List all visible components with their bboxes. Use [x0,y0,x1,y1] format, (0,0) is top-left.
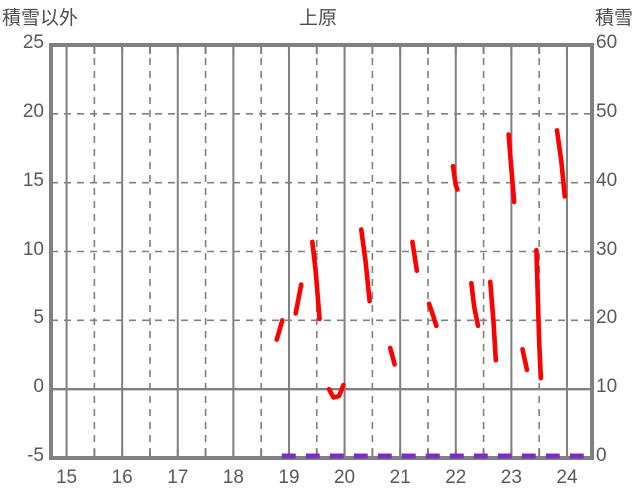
left-axis-tick-10: 10 [22,238,44,260]
left-axis-tick-15: 15 [22,169,44,191]
x-axis-tick-16: 16 [111,467,133,488]
plot-frame [49,43,594,460]
right-axis-tick-20: 20 [596,307,618,329]
x-axis-tick-21: 21 [389,467,411,488]
right-axis-tick-0: 0 [596,445,607,466]
left-axis-tick--5: -5 [27,445,44,466]
x-axis-tick-23: 23 [500,467,522,488]
left-axis-tick-25: 25 [22,32,44,53]
right-axis-tick-10: 10 [596,376,618,398]
right-axis-tick-40: 40 [596,169,618,191]
x-axis-tick-20: 20 [333,467,356,488]
chart-title: 上原 [298,8,337,29]
left-axis-tick-5: 5 [33,307,44,329]
x-axis-tick-15: 15 [55,467,78,488]
left-axis-title: 積雪以外 [2,8,79,29]
right-axis-tick-60: 60 [596,32,618,53]
x-axis-tick-17: 17 [167,467,189,488]
right-axis-tick-50: 50 [596,100,618,122]
gridlines [51,45,592,458]
x-axis-tick-24: 24 [556,467,578,488]
x-axis-tick-19: 19 [278,467,300,488]
series-non-snow [274,128,568,400]
right-axis-tick-30: 30 [596,238,618,260]
right-axis-title: 積雪 [594,8,633,29]
left-axis-tick-20: 20 [22,100,44,122]
left-axis-tick-0: 0 [33,376,44,398]
x-axis-tick-22: 22 [445,467,467,488]
x-axis-tick-18: 18 [222,467,244,488]
